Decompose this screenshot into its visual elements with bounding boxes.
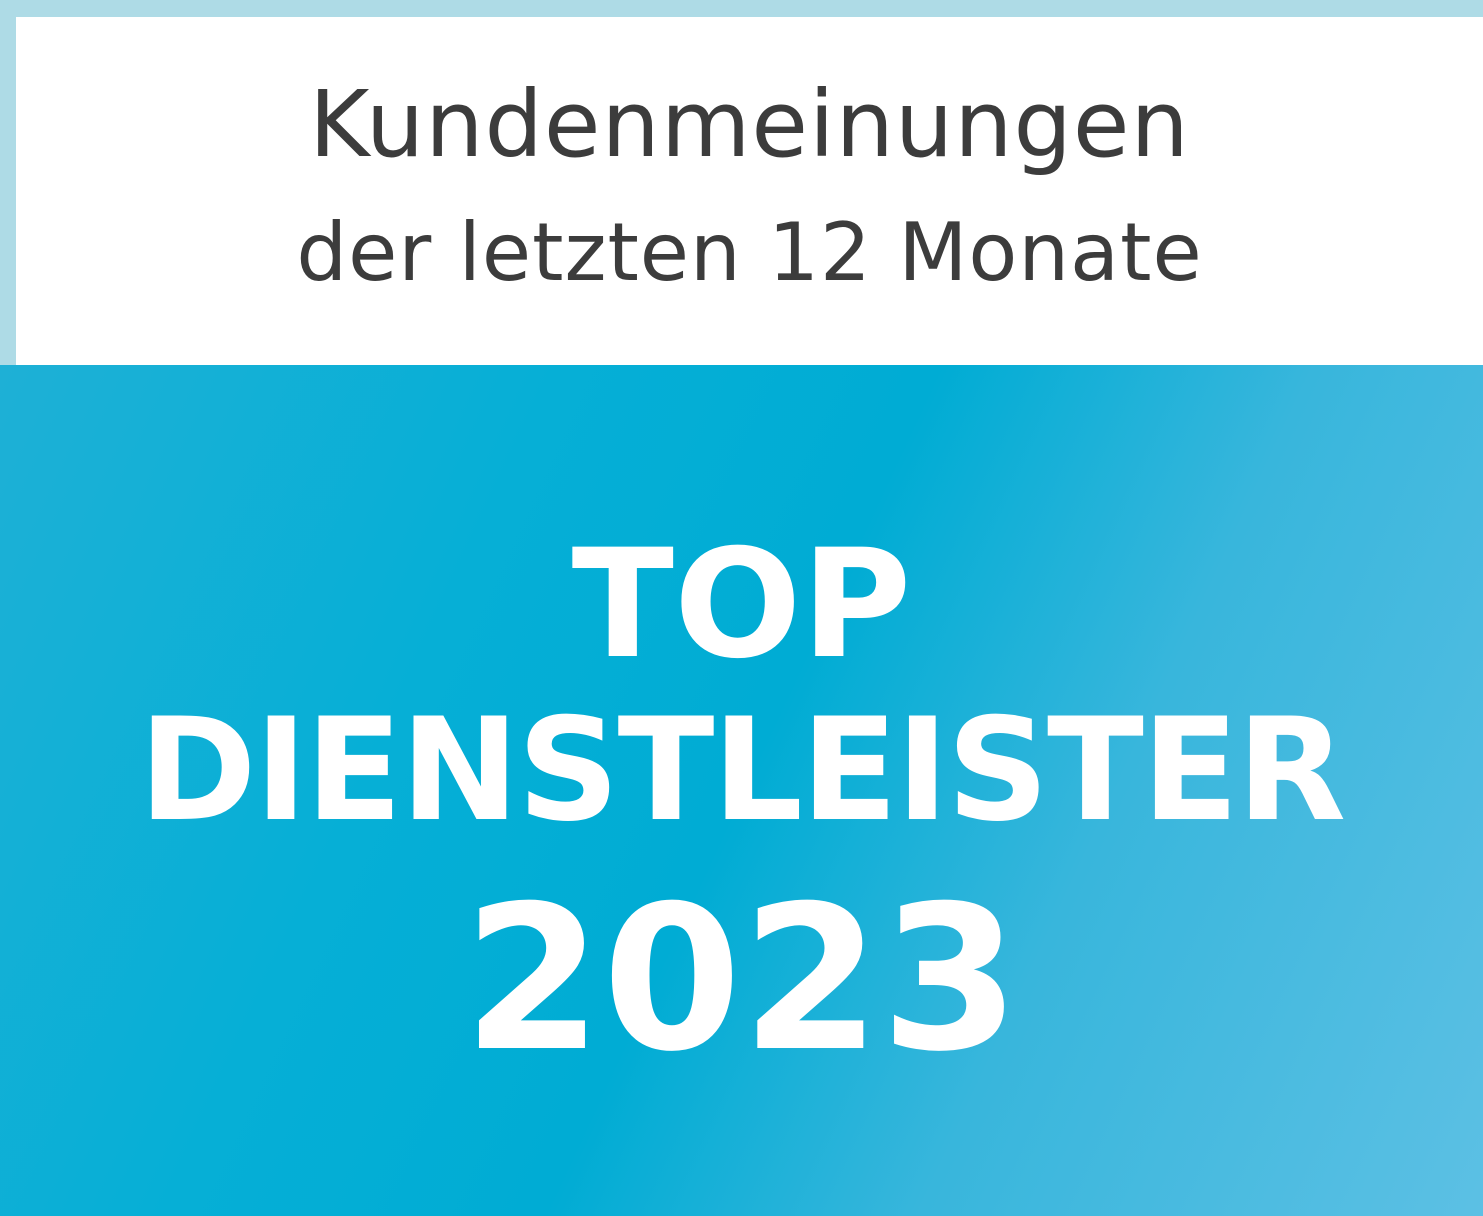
badge-panel: TOP DIENSTLEISTER 2023: [0, 365, 1483, 1216]
badge-year: 2023: [463, 863, 1020, 1096]
badge-main-label: DIENSTLEISTER: [138, 688, 1346, 853]
badge-top-label: TOP: [571, 518, 912, 692]
header-title: Kundenmeinungen: [309, 71, 1190, 178]
header-panel: Kundenmeinungen der letzten 12 Monate: [16, 17, 1483, 365]
header-subtitle: der letzten 12 Monate: [296, 206, 1203, 299]
